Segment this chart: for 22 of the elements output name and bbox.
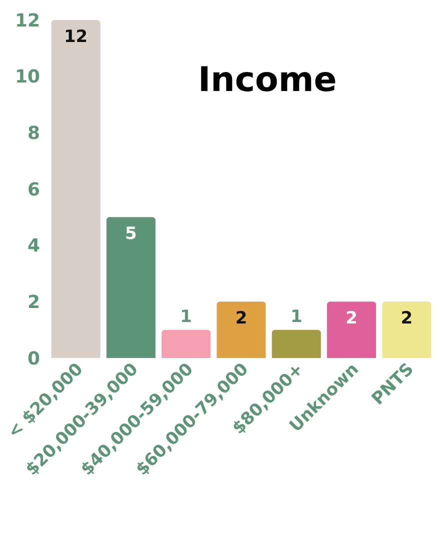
bar [382, 302, 432, 358]
bar [327, 302, 376, 358]
y-tick-label: 10 [14, 66, 40, 88]
y-tick-label: 6 [27, 179, 40, 200]
data-label: 12 [64, 27, 88, 47]
bar [216, 302, 266, 358]
data-label: 2 [346, 308, 358, 329]
y-tick-label: 4 [27, 236, 40, 257]
bar [272, 330, 321, 358]
data-label: 5 [125, 224, 137, 244]
data-label: 1 [290, 306, 302, 327]
y-tick-label: 12 [14, 10, 40, 32]
bar [106, 217, 156, 358]
data-label: 1 [180, 306, 192, 327]
bar [162, 330, 211, 358]
text: Income [198, 60, 337, 100]
bar [51, 20, 100, 358]
y-tick-label: 8 [27, 123, 40, 144]
data-label: 2 [400, 308, 413, 329]
y-tick-label: 2 [27, 292, 40, 314]
data-label: 2 [235, 308, 248, 329]
y-tick-label: 0 [27, 348, 40, 370]
